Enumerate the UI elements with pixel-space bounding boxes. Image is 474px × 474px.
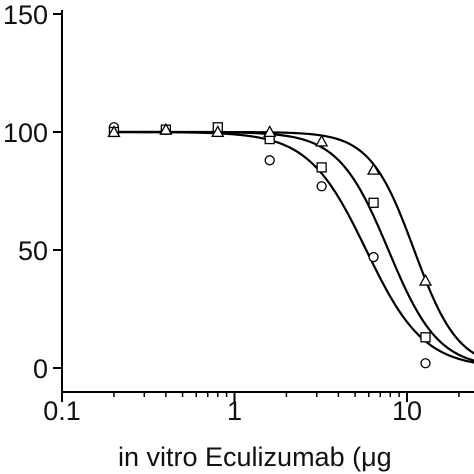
point-circle [420, 358, 431, 369]
x-tick-label: 10 [392, 396, 422, 426]
point-circle [368, 251, 379, 263]
fit-curves [113, 130, 474, 364]
point-circle [316, 181, 327, 192]
x-tick-label: 1 [227, 396, 242, 426]
point-triangle [315, 134, 329, 147]
x-axis-title: in vitro Eculizumab (μg [118, 442, 392, 472]
point-square [316, 162, 327, 173]
axes: 0 50 100 150 0.1 1 10 [3, 0, 474, 426]
y-tick-label: 100 [3, 118, 48, 148]
data-points [107, 122, 433, 369]
point-triangle [366, 162, 381, 175]
fit-curve-circle [113, 130, 474, 364]
y-tick-label: 150 [3, 0, 48, 30]
point-triangle [107, 125, 121, 138]
y-tick-label: 50 [18, 236, 48, 266]
point-triangle [159, 122, 173, 135]
fit-curve-square [113, 130, 474, 362]
fit-curve-triangle [113, 130, 474, 355]
x-tick-label: 0.1 [43, 396, 81, 426]
point-triangle [263, 125, 277, 138]
point-square [368, 197, 379, 208]
y-tick-label: 0 [33, 354, 48, 384]
point-triangle [211, 125, 225, 138]
point-triangle [418, 273, 433, 286]
point-circle [264, 155, 275, 166]
point-square [420, 332, 431, 343]
